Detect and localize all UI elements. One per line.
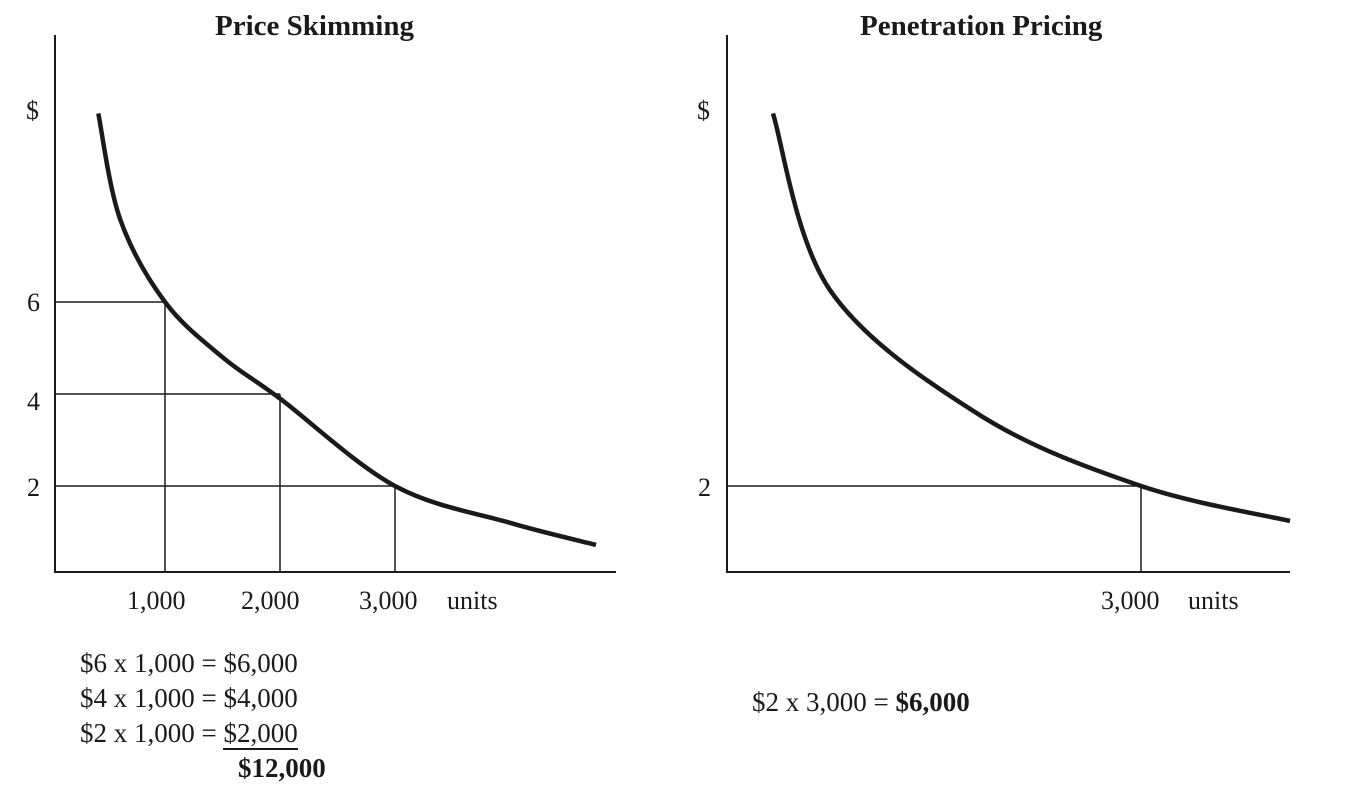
x-tick-label: 3,000 <box>1101 586 1160 615</box>
y-axis-label: $ <box>697 96 710 125</box>
y-tick-label: 2 <box>698 473 711 502</box>
calc-result: $6,000 <box>223 648 298 678</box>
calc-result: $2,000 <box>223 718 298 750</box>
calc-line: $6 x 1,000 = <box>80 648 224 678</box>
penetration-pricing-chart <box>726 35 1291 573</box>
demand-curve <box>770 112 1291 524</box>
calc-line: $2 x 1,000 = <box>80 718 224 748</box>
x-tick-label: 1,000 <box>127 586 186 615</box>
chart-title: Penetration Pricing <box>860 10 1103 42</box>
y-axis-label: $ <box>26 96 39 125</box>
y-tick-label: 2 <box>27 473 40 502</box>
calc-total: $6,000 <box>895 687 970 717</box>
penetration-calculation: $2 x 3,000 = $6,000 <box>752 685 970 720</box>
calc-result: $4,000 <box>223 683 298 713</box>
calc-line: $2 x 3,000 = <box>752 687 896 717</box>
x-axis-label: units <box>1188 586 1239 615</box>
x-tick-label: 2,000 <box>241 586 300 615</box>
price-skimming-chart <box>54 35 616 573</box>
demand-curve <box>96 112 597 548</box>
x-tick-label: 3,000 <box>359 586 418 615</box>
calc-line: $4 x 1,000 = <box>80 683 224 713</box>
x-axis-label: units <box>447 586 498 615</box>
y-tick-label: 4 <box>27 387 40 416</box>
skimming-calculation: $6 x 1,000 = $6,000 $4 x 1,000 = $4,000 … <box>80 646 326 786</box>
y-tick-label: 6 <box>27 288 40 317</box>
calc-total: $12,000 <box>238 753 326 783</box>
chart-title: Price Skimming <box>215 10 414 42</box>
